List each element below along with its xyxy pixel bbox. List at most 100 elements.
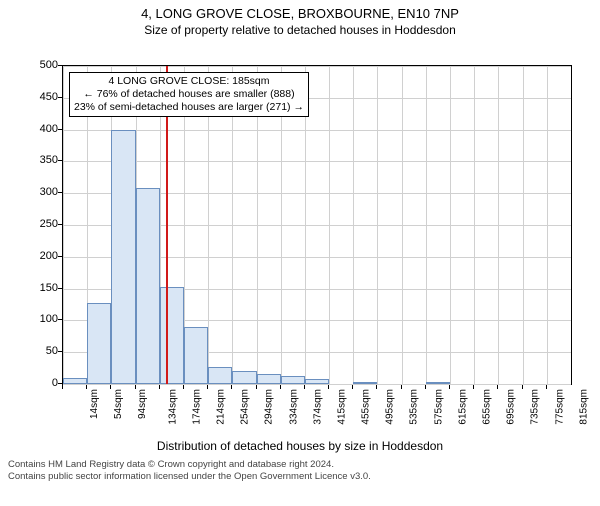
y-tick-label: 350 bbox=[18, 154, 58, 166]
x-tick-label: 214sqm bbox=[216, 389, 227, 425]
grid-line bbox=[377, 66, 378, 384]
x-tick bbox=[304, 385, 305, 389]
x-tick bbox=[280, 385, 281, 389]
x-tick bbox=[425, 385, 426, 389]
y-tick-label: 400 bbox=[18, 123, 58, 135]
x-tick-label: 695sqm bbox=[506, 389, 517, 425]
y-tick-label: 250 bbox=[18, 218, 58, 230]
footer-line-2: Contains public sector information licen… bbox=[8, 471, 592, 483]
x-tick-label: 815sqm bbox=[578, 389, 589, 425]
grid-line bbox=[63, 384, 571, 385]
histogram-bar bbox=[426, 382, 450, 384]
annotation-box: 4 LONG GROVE CLOSE: 185sqm← 76% of detac… bbox=[69, 72, 309, 117]
histogram-bar bbox=[136, 188, 160, 384]
grid-line bbox=[63, 66, 64, 384]
annotation-line: ← 76% of detached houses are smaller (88… bbox=[74, 88, 304, 101]
x-tick bbox=[110, 385, 111, 389]
annotation-line: 23% of semi-detached houses are larger (… bbox=[74, 101, 304, 114]
histogram-bar bbox=[208, 367, 232, 384]
x-tick bbox=[256, 385, 257, 389]
x-tick bbox=[183, 385, 184, 389]
histogram-bar bbox=[160, 287, 184, 384]
x-tick-label: 775sqm bbox=[554, 389, 565, 425]
y-tick bbox=[58, 224, 62, 225]
grid-line bbox=[63, 161, 571, 162]
y-tick bbox=[58, 97, 62, 98]
y-tick-label: 300 bbox=[18, 186, 58, 198]
grid-line bbox=[63, 130, 571, 131]
x-tick-label: 374sqm bbox=[312, 389, 323, 425]
x-tick bbox=[522, 385, 523, 389]
x-tick bbox=[135, 385, 136, 389]
x-tick-label: 14sqm bbox=[89, 389, 100, 419]
x-tick-label: 254sqm bbox=[240, 389, 251, 425]
grid-line bbox=[402, 66, 403, 384]
grid-line bbox=[498, 66, 499, 384]
x-tick bbox=[473, 385, 474, 389]
y-tick-label: 500 bbox=[18, 59, 58, 71]
x-tick bbox=[207, 385, 208, 389]
grid-line bbox=[329, 66, 330, 384]
annotation-line: 4 LONG GROVE CLOSE: 185sqm bbox=[74, 75, 304, 88]
x-tick-label: 334sqm bbox=[288, 389, 299, 425]
histogram-bar bbox=[111, 130, 135, 384]
y-tick bbox=[58, 319, 62, 320]
x-tick bbox=[231, 385, 232, 389]
y-tick bbox=[58, 129, 62, 130]
y-tick-label: 450 bbox=[18, 91, 58, 103]
grid-line bbox=[450, 66, 451, 384]
x-tick-label: 294sqm bbox=[264, 389, 275, 425]
histogram-bar bbox=[353, 382, 377, 384]
x-tick bbox=[352, 385, 353, 389]
histogram-bar bbox=[184, 327, 208, 384]
x-tick-label: 94sqm bbox=[137, 389, 148, 419]
y-tick-label: 0 bbox=[18, 377, 58, 389]
y-tick bbox=[58, 383, 62, 384]
x-tick-label: 535sqm bbox=[409, 389, 420, 425]
y-tick bbox=[58, 351, 62, 352]
x-axis-label: Distribution of detached houses by size … bbox=[0, 439, 600, 453]
y-tick-label: 200 bbox=[18, 250, 58, 262]
y-tick-label: 100 bbox=[18, 313, 58, 325]
histogram-bar bbox=[257, 374, 281, 384]
y-tick-label: 50 bbox=[18, 345, 58, 357]
x-tick bbox=[328, 385, 329, 389]
y-tick bbox=[58, 288, 62, 289]
x-tick bbox=[497, 385, 498, 389]
histogram-bar bbox=[305, 379, 329, 384]
grid-line bbox=[474, 66, 475, 384]
histogram-bar bbox=[232, 371, 256, 384]
histogram-bar bbox=[281, 376, 305, 384]
histogram-bar bbox=[63, 378, 87, 384]
footer-attribution: Contains HM Land Registry data © Crown c… bbox=[8, 459, 592, 483]
histogram-bar bbox=[87, 303, 111, 384]
grid-line bbox=[63, 66, 571, 67]
grid-line bbox=[426, 66, 427, 384]
x-tick-label: 655sqm bbox=[482, 389, 493, 425]
grid-line bbox=[523, 66, 524, 384]
chart-title: 4, LONG GROVE CLOSE, BROXBOURNE, EN10 7N… bbox=[0, 6, 600, 21]
x-tick bbox=[546, 385, 547, 389]
y-tick-label: 150 bbox=[18, 282, 58, 294]
x-tick bbox=[86, 385, 87, 389]
plot-area: 4 LONG GROVE CLOSE: 185sqm← 76% of detac… bbox=[62, 65, 572, 385]
x-tick bbox=[376, 385, 377, 389]
x-tick-label: 415sqm bbox=[336, 389, 347, 425]
chart-container: Number of detached properties 4 LONG GRO… bbox=[0, 37, 600, 437]
x-tick bbox=[62, 385, 63, 389]
x-tick bbox=[401, 385, 402, 389]
x-tick-label: 134sqm bbox=[167, 389, 178, 425]
x-tick-label: 495sqm bbox=[385, 389, 396, 425]
grid-line bbox=[353, 66, 354, 384]
x-tick-label: 54sqm bbox=[113, 389, 124, 419]
x-tick-label: 455sqm bbox=[361, 389, 372, 425]
y-tick bbox=[58, 256, 62, 257]
chart-subtitle: Size of property relative to detached ho… bbox=[0, 23, 600, 37]
footer-line-1: Contains HM Land Registry data © Crown c… bbox=[8, 459, 592, 471]
y-tick bbox=[58, 192, 62, 193]
x-tick-label: 174sqm bbox=[191, 389, 202, 425]
y-tick bbox=[58, 160, 62, 161]
x-tick bbox=[159, 385, 160, 389]
x-tick-label: 615sqm bbox=[457, 389, 468, 425]
x-tick-label: 575sqm bbox=[433, 389, 444, 425]
